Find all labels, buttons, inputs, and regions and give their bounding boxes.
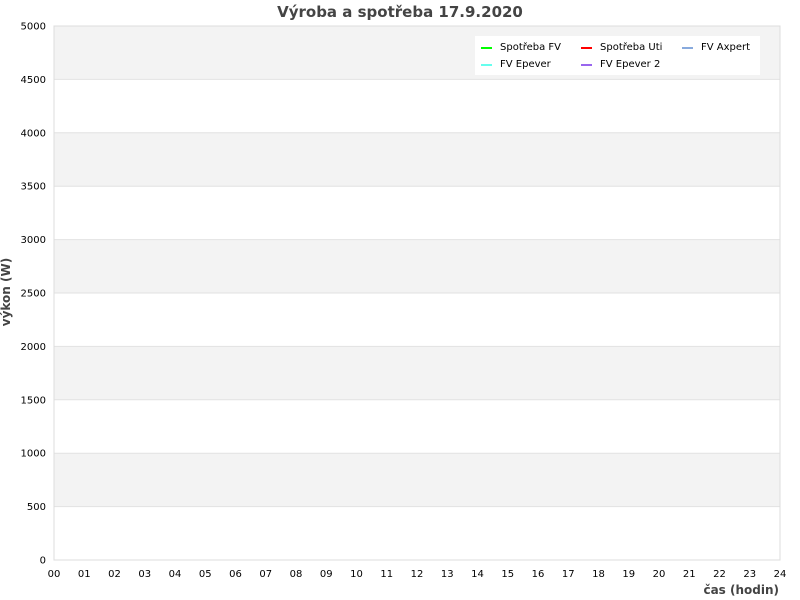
- x-tick-label: 15: [501, 569, 514, 580]
- x-tick-label: 07: [259, 569, 272, 580]
- legend-label: Spotřeba FV: [500, 42, 562, 53]
- x-axis-label: čas (hodin): [703, 583, 779, 597]
- x-tick-label: 13: [441, 569, 454, 580]
- x-tick-label: 02: [108, 569, 121, 580]
- x-tick-label: 18: [592, 569, 605, 580]
- y-tick-label: 2500: [21, 289, 46, 300]
- grid-band: [54, 239, 780, 293]
- y-tick-label: 1500: [21, 395, 46, 406]
- x-tick-label: 17: [562, 569, 575, 580]
- grid-band: [54, 506, 780, 560]
- legend-label: FV Axpert: [701, 42, 751, 53]
- legend-label: Spotřeba Uti: [600, 42, 663, 53]
- y-tick-label: 2000: [21, 342, 46, 353]
- grid-band: [54, 346, 780, 400]
- grid-band: [54, 186, 780, 240]
- x-tick-label: 16: [532, 569, 545, 580]
- legend-item: Spotřeba Uti: [581, 42, 662, 53]
- y-tick-label: 1000: [21, 449, 46, 460]
- plot-border: [53, 25, 781, 561]
- legend-swatch: [682, 46, 693, 49]
- legend-swatch: [581, 46, 592, 49]
- grid-band: [54, 132, 780, 187]
- grid-band: [54, 453, 780, 507]
- x-tick-label: 00: [48, 569, 61, 580]
- legend: Spotřeba FV Spotřeba Uti FV Axpert FV Epeve…: [475, 36, 760, 75]
- x-tick-label: 12: [411, 569, 424, 580]
- y-tick-label: 5000: [21, 22, 46, 33]
- grid-band: [54, 399, 780, 454]
- x-tick-label: 04: [169, 569, 182, 580]
- x-tick-label: 19: [622, 569, 635, 580]
- x-tick-label: 08: [290, 569, 303, 580]
- y-tick-label: 3500: [21, 182, 46, 193]
- x-tick-label: 22: [713, 569, 726, 580]
- y-tick-label: 4500: [21, 75, 46, 86]
- x-tick-label: 21: [683, 569, 696, 580]
- grid-band: [54, 293, 780, 347]
- x-tick-label: 23: [743, 569, 756, 580]
- legend-item: Spotřeba FV: [481, 42, 561, 53]
- chart-title: Výroba a spotřeba 17.9.2020: [277, 3, 523, 21]
- x-tick-label: 10: [350, 569, 363, 580]
- legend-item: FV Epever 2: [581, 59, 660, 70]
- x-tick-label: 06: [229, 569, 242, 580]
- y-tick-label: 4000: [21, 128, 46, 139]
- x-tick-label: 11: [380, 569, 393, 580]
- grid-band: [54, 79, 780, 133]
- y-axis-label: výkon (W): [0, 257, 13, 327]
- x-tick-label: 03: [138, 569, 151, 580]
- x-tick-label: 09: [320, 569, 333, 580]
- x-tick-label: 01: [78, 569, 91, 580]
- legend-swatch: [481, 46, 492, 49]
- y-tick-label: 500: [27, 502, 46, 513]
- y-tick-label: 0: [40, 556, 46, 567]
- legend-label: FV Epever 2: [600, 59, 661, 70]
- x-tick-label: 20: [653, 569, 666, 580]
- legend-swatch: [581, 63, 592, 66]
- x-tick-label: 14: [471, 569, 484, 580]
- legend-item: FV Epever: [481, 59, 551, 70]
- legend-swatch: [481, 63, 492, 66]
- x-tick-label: 24: [774, 569, 787, 580]
- legend-item: FV Axpert: [682, 42, 750, 53]
- legend-label: FV Epever: [500, 59, 551, 70]
- x-tick-label: 05: [199, 569, 212, 580]
- y-tick-label: 3000: [21, 235, 46, 246]
